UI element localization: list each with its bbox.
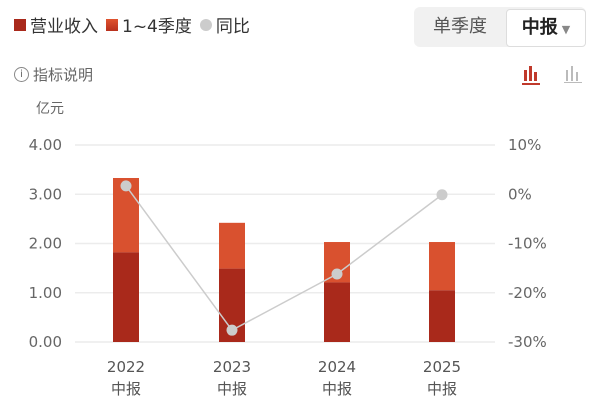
y-tick-label: 0.00	[29, 333, 62, 351]
bar-revenue	[429, 290, 455, 342]
x-tick-label: 2022	[107, 358, 145, 376]
x-tick-sublabel: 中报	[111, 380, 141, 398]
x-tick-sublabel: 中报	[322, 380, 352, 398]
indicator-info[interactable]: i 指标说明	[14, 64, 93, 85]
y2-tick-label: 0%	[508, 185, 532, 203]
chart-type-switch	[522, 66, 582, 85]
indicator-info-label: 指标说明	[33, 66, 94, 84]
unit-label: 亿元	[36, 101, 64, 117]
x-tick-label: 2025	[423, 358, 461, 376]
period-toggle: 单季度 中报 ▼	[414, 7, 586, 47]
yoy-point	[436, 189, 448, 201]
legend-quarters[interactable]: 1~4季度	[106, 12, 192, 37]
chevron-down-icon: ▼	[561, 23, 571, 36]
yoy-point	[120, 180, 132, 192]
yoy-point	[226, 324, 238, 336]
legend: 营业收入 1~4季度 同比	[14, 12, 258, 37]
y2-tick-label: -10%	[508, 235, 547, 253]
y2-tick-label: -30%	[508, 333, 547, 351]
legend-revenue[interactable]: 营业收入	[14, 12, 98, 37]
x-tick-sublabel: 中报	[217, 380, 247, 398]
legend-revenue-label: 营业收入	[30, 17, 98, 37]
quarters-swatch	[106, 18, 118, 31]
x-tick-label: 2023	[213, 358, 251, 376]
bar-chart-icon[interactable]	[564, 66, 582, 83]
y-tick-label: 2.00	[29, 235, 62, 253]
yoy-swatch	[199, 18, 212, 31]
bar-quarters	[429, 242, 455, 291]
bar-revenue	[324, 282, 350, 342]
bar-revenue	[113, 252, 139, 342]
legend-yoy-label: 同比	[215, 17, 250, 37]
yoy-point	[331, 268, 343, 280]
revenue-swatch	[14, 18, 26, 31]
x-tick-sublabel: 中报	[427, 380, 457, 398]
bar-quarters	[219, 222, 245, 269]
y2-tick-label: -20%	[508, 284, 547, 302]
legend-yoy[interactable]: 同比	[199, 12, 250, 37]
x-tick-label: 2024	[318, 358, 356, 376]
single-quarter-button[interactable]: 单季度	[433, 16, 487, 37]
period-dropdown[interactable]: 中报 ▼	[506, 9, 586, 47]
info-icon: i	[14, 67, 29, 82]
y2-tick-label: 10%	[508, 136, 541, 154]
y-tick-label: 3.00	[29, 185, 62, 203]
period-dropdown-label: 中报	[521, 17, 558, 38]
legend-quarters-label: 1~4季度	[122, 17, 192, 37]
bar-chart-icon-active[interactable]	[522, 66, 540, 85]
y-tick-label: 4.00	[29, 136, 62, 154]
yoy-line	[125, 185, 443, 332]
y-tick-label: 1.00	[29, 284, 62, 302]
